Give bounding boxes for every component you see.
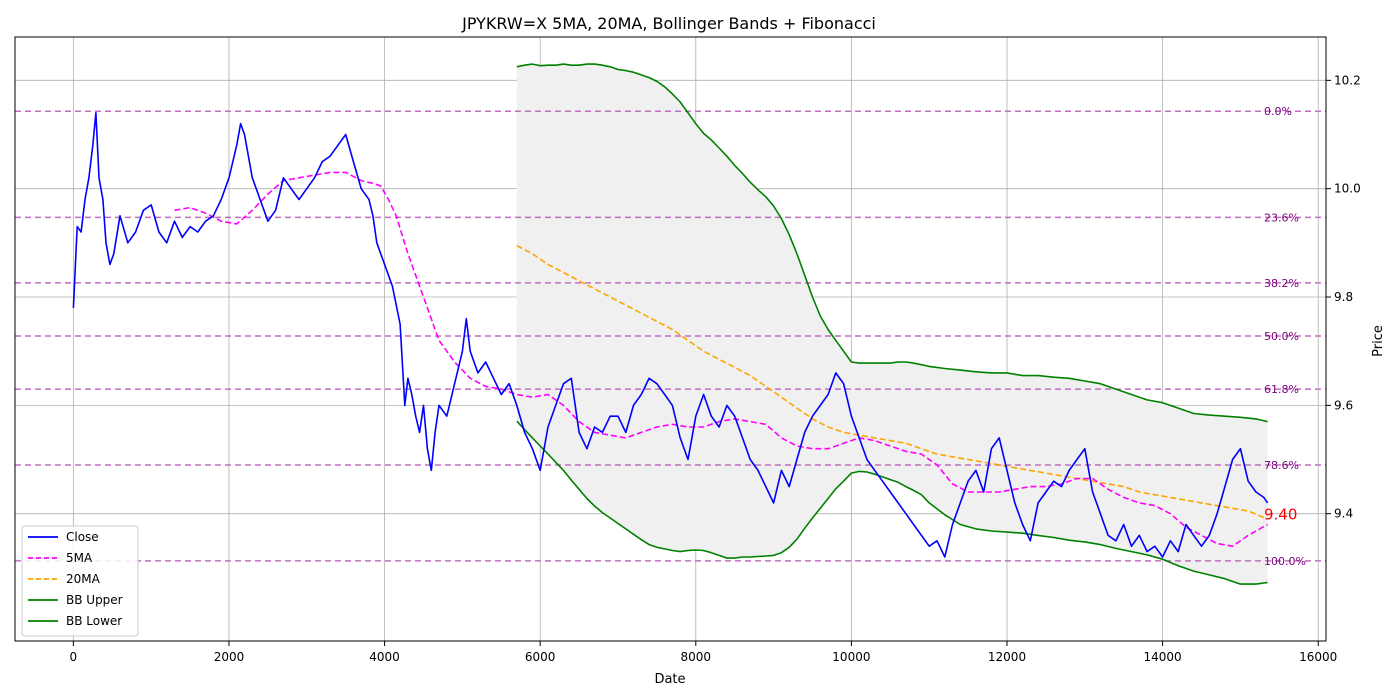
fib-label-4: 61.8%	[1264, 383, 1299, 396]
legend-box	[21, 525, 139, 637]
last-price-label: 9.40	[1264, 506, 1297, 524]
x-axis-label: Date	[654, 672, 685, 687]
legend-label-4: BB Lower	[66, 614, 122, 628]
y-tick-label-2: 9.8	[1334, 290, 1353, 304]
fib-label-1: 23.6%	[1264, 211, 1299, 224]
bollinger-band-fill	[516, 64, 1268, 585]
y-tick-label-4: 10.2	[1334, 73, 1361, 87]
y-tick-label-0: 9.4	[1334, 507, 1353, 521]
series-close-line	[72, 112, 1269, 558]
legend-label-2: 20MA	[66, 572, 101, 586]
x-tick-label-2: 4000	[369, 650, 400, 664]
x-tick-label-0: 0	[70, 650, 78, 664]
x-tick-label-3: 6000	[525, 650, 556, 664]
x-tick-label-4: 8000	[681, 650, 712, 664]
plot-frame	[14, 36, 1327, 642]
series-bb-upper-line	[516, 63, 1268, 423]
legend: Close 5MA 20MA BB Upper BB Lower	[21, 525, 139, 637]
legend-label-1: 5MA	[66, 551, 93, 565]
fib-label-2: 38.2%	[1264, 277, 1299, 290]
y-axis-label: Price	[1371, 325, 1386, 357]
x-tick-label-1: 2000	[214, 650, 245, 664]
fib-label-0: 0.0%	[1264, 105, 1292, 118]
y-tick-label-1: 9.6	[1334, 398, 1353, 412]
x-tick-label-6: 12000	[988, 650, 1026, 664]
fib-label-5: 78.6%	[1264, 459, 1299, 472]
series-bb-lower-line	[516, 420, 1268, 585]
legend-label-0: Close	[66, 530, 99, 544]
fib-label-3: 50.0%	[1264, 330, 1299, 343]
chart-title: JPYKRW=X 5MA, 20MA, Bollinger Bands + Fi…	[461, 14, 876, 33]
legend-label-3: BB Upper	[66, 593, 123, 607]
series-5ma-line	[174, 171, 1268, 548]
series-20ma-line	[516, 244, 1268, 520]
x-tick-label-8: 16000	[1299, 650, 1337, 664]
y-tick-label-3: 10.0	[1334, 182, 1361, 196]
x-tick-label-7: 14000	[1144, 650, 1182, 664]
x-tick-label-5: 10000	[832, 650, 870, 664]
fib-label-6: 100.0%	[1264, 555, 1306, 568]
plot-area: 0.0% 23.6% 38.2% 50.0% 61.8% 78.6% 100.0% 9.40 0…	[14, 36, 1361, 664]
